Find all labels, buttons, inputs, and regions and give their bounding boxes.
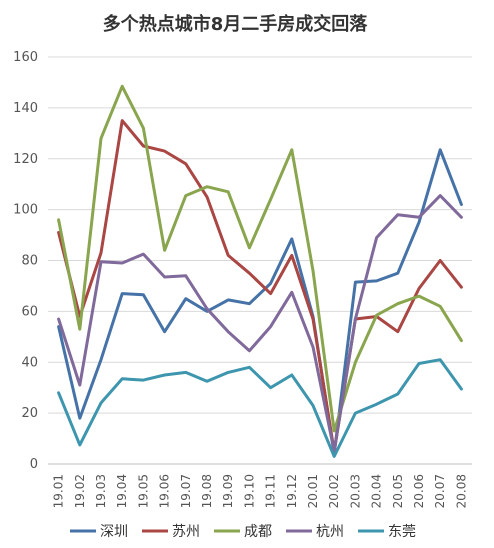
- legend-item: 苏州: [142, 524, 200, 540]
- series-line-东莞: [57, 358, 463, 458]
- chart-title: 多个热点城市8月二手房成交回落: [102, 14, 368, 35]
- x-tick-label: 19.05: [136, 474, 150, 508]
- x-tick-label: 20.05: [391, 474, 405, 508]
- x-tick-label: 19.06: [158, 474, 172, 508]
- legend-item: 杭州: [286, 524, 344, 540]
- x-tick-label: 19.01: [52, 474, 66, 508]
- series-line-杭州: [57, 194, 463, 453]
- y-tick-label: 80: [21, 254, 38, 269]
- legend-item: 深圳: [70, 524, 128, 540]
- x-tick-label: 19.08: [200, 474, 214, 508]
- y-tick-label: 60: [21, 304, 38, 319]
- legend-label: 东莞: [388, 524, 416, 540]
- x-tick-label: 19.12: [285, 474, 299, 508]
- series-line-深圳: [57, 148, 463, 456]
- y-tick-label: 100: [13, 203, 38, 218]
- legend-label: 苏州: [172, 524, 200, 540]
- legend-label: 成都: [244, 524, 272, 540]
- y-tick-label: 160: [13, 50, 38, 65]
- x-tick-label: 19.02: [73, 474, 87, 508]
- x-tick-label: 19.09: [221, 474, 235, 508]
- y-tick-label: 120: [13, 152, 38, 167]
- x-tick-label: 19.11: [264, 474, 278, 508]
- x-tick-label: 20.03: [348, 474, 362, 508]
- x-tick-label: 19.07: [179, 474, 193, 508]
- gridlines: [48, 56, 472, 465]
- y-tick-label: 40: [21, 355, 38, 370]
- legend-label: 深圳: [100, 524, 128, 540]
- x-tick-label: 20.08: [454, 474, 468, 508]
- x-tick-label: 20.06: [412, 474, 426, 508]
- x-tick-label: 20.04: [370, 474, 384, 508]
- x-tick-label: 19.10: [242, 474, 256, 508]
- x-tick-label: 20.07: [433, 474, 447, 508]
- x-tick-label: 19.03: [94, 474, 108, 508]
- legend: 深圳 苏州 成都 杭州 东莞: [70, 524, 416, 540]
- legend-item: 成都: [214, 524, 272, 540]
- series-lines: [57, 84, 463, 458]
- y-tick-label: 0: [30, 457, 38, 472]
- y-tick-label: 20: [21, 406, 38, 421]
- x-tick-label: 20.02: [327, 474, 341, 508]
- legend-label: 杭州: [316, 524, 344, 540]
- x-tick-label: 19.04: [115, 474, 129, 508]
- y-axis-ticks: 0 20 40 60 80 100 120 140 160: [13, 50, 38, 472]
- y-tick-label: 140: [13, 101, 38, 116]
- x-tick-label: 20.01: [306, 474, 320, 508]
- x-axis-ticks: 19.01 19.02 19.03 19.04 19.05 19.06 19.07 19.08…: [52, 474, 469, 508]
- series-line-苏州: [57, 119, 463, 453]
- legend-item: 东莞: [358, 524, 416, 540]
- series-line-成都: [57, 84, 463, 433]
